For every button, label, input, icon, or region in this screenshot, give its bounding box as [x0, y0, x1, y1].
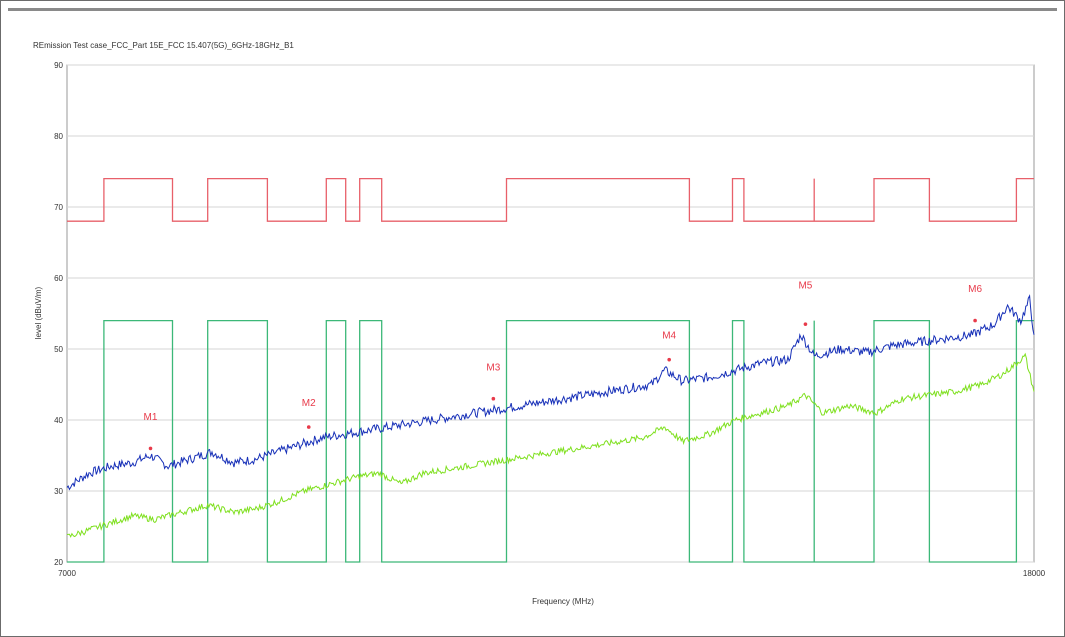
markers: M1 M2 M3 M4 M5 M6	[144, 281, 982, 451]
y-tick-label: 40	[54, 416, 63, 425]
y-tick-label: 90	[54, 61, 63, 70]
y-tick-label: 30	[54, 487, 63, 496]
marker-label: M3	[486, 362, 500, 373]
marker-label: M1	[144, 412, 158, 423]
limit-line	[67, 177, 1034, 222]
top-rule	[8, 8, 1057, 11]
limit-line	[67, 319, 1034, 563]
limit-lines	[67, 177, 1034, 563]
series-line	[66, 294, 1035, 491]
marker-point	[803, 322, 808, 326]
marker-point	[973, 318, 977, 323]
y-axis-label: level (dBuV/m)	[34, 286, 43, 339]
marker-label: M6	[968, 284, 982, 295]
x-axis-label: Frequency (MHz)	[532, 597, 594, 606]
grid	[67, 64, 1034, 563]
x-tick-labels: 7000 18000	[58, 569, 1046, 578]
series-line	[66, 352, 1035, 538]
marker-label: M2	[302, 398, 316, 409]
marker-point	[306, 425, 311, 429]
marker-point	[491, 396, 496, 401]
marker-label: M4	[662, 330, 676, 341]
marker-label: M5	[798, 281, 812, 292]
plot-area	[66, 64, 1035, 563]
series-lines	[66, 294, 1035, 538]
x-tick-label: 7000	[58, 569, 76, 578]
y-tick-label: 80	[54, 132, 63, 141]
y-tick-labels: 20 30 40 50 60 70 80 90	[54, 61, 63, 567]
y-tick-label: 20	[54, 558, 63, 567]
y-tick-label: 60	[54, 274, 63, 283]
y-tick-label: 50	[54, 345, 63, 354]
marker-point	[667, 357, 671, 362]
chart-title: REmission Test case_FCC_Part 15E_FCC 15.…	[33, 41, 294, 50]
x-tick-label: 18000	[1023, 569, 1046, 578]
y-tick-label: 70	[54, 203, 63, 212]
marker-point	[148, 446, 153, 451]
